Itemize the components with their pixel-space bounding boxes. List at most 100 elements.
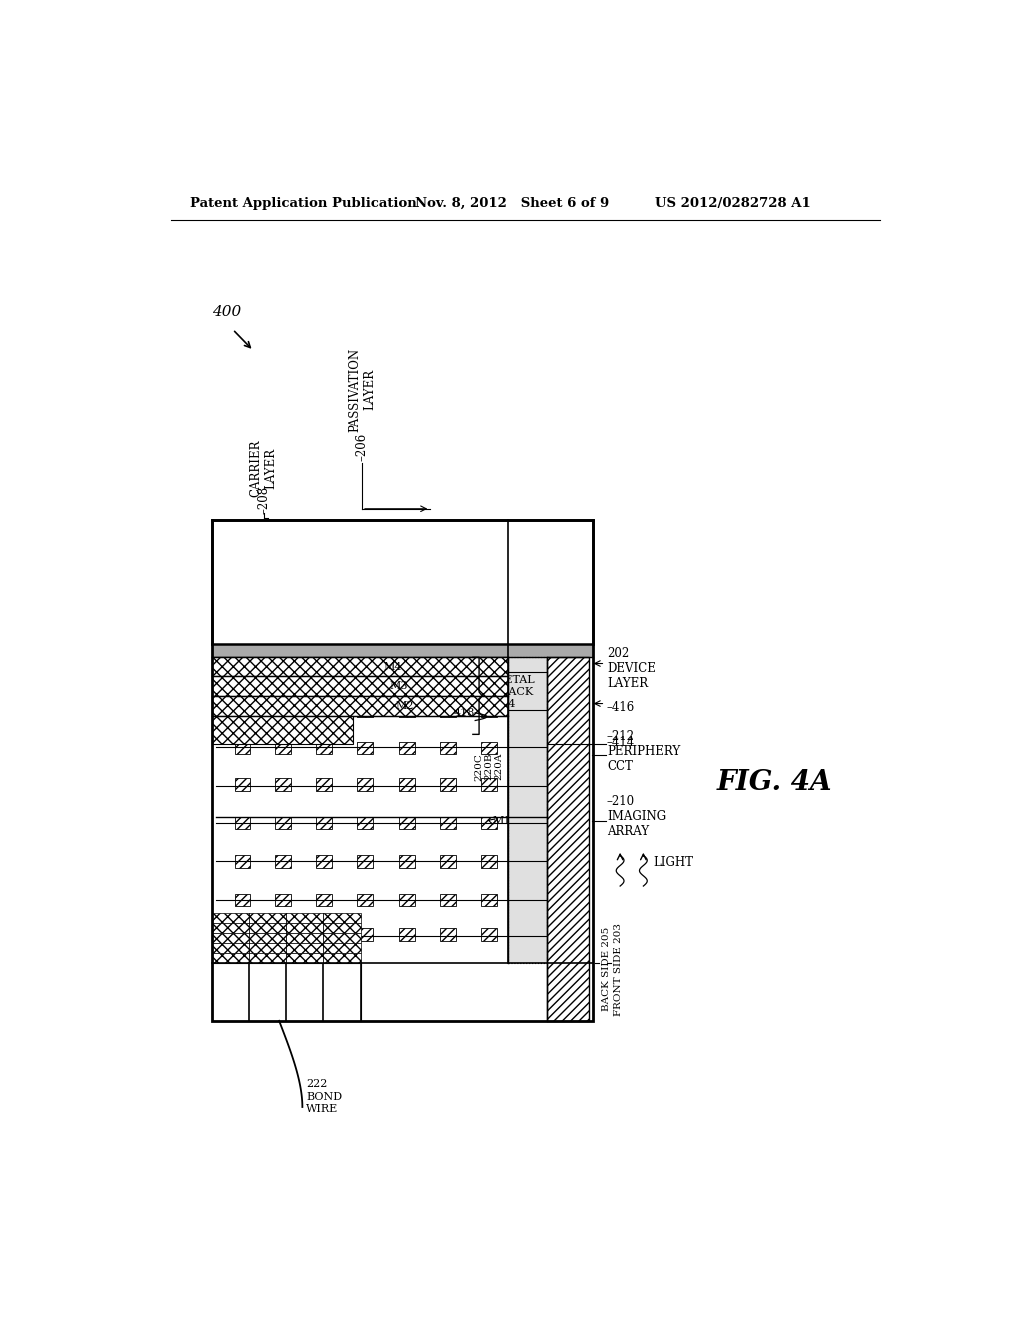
Text: M3: M3 (389, 681, 408, 690)
Bar (316, 894, 332, 906)
Bar (212, 942, 360, 953)
Text: 400: 400 (212, 305, 241, 319)
Bar (357, 742, 373, 755)
Bar (481, 855, 497, 867)
Bar (440, 742, 456, 755)
Bar (212, 923, 360, 933)
Text: 220A: 220A (495, 752, 504, 780)
Bar (275, 742, 291, 755)
Text: FRONT SIDE 203: FRONT SIDE 203 (614, 923, 623, 1015)
Bar (399, 928, 415, 941)
Text: LIGHT: LIGHT (653, 857, 693, 870)
Bar (357, 928, 373, 941)
Text: –212
PERIPHERY
CCT: –212 PERIPHERY CCT (607, 730, 680, 772)
Bar (234, 779, 251, 791)
Bar (316, 817, 332, 829)
Text: METAL
STACK
204: METAL STACK 204 (494, 676, 536, 709)
Bar (399, 667, 415, 678)
Bar (275, 705, 291, 718)
Bar (212, 715, 352, 743)
Bar (212, 964, 360, 1020)
Bar (399, 779, 415, 791)
Bar (481, 894, 497, 906)
Bar (316, 928, 332, 941)
Text: BOND: BOND (306, 1092, 342, 1102)
Text: –414: –414 (607, 735, 635, 748)
Text: M2: M2 (395, 701, 414, 711)
Bar (234, 705, 251, 718)
Text: FIG. 4A: FIG. 4A (717, 768, 833, 796)
Bar (481, 742, 497, 755)
Bar (234, 894, 251, 906)
Bar (399, 817, 415, 829)
Bar (275, 928, 291, 941)
Bar (440, 817, 456, 829)
Bar (275, 779, 291, 791)
Bar (357, 705, 373, 718)
Text: WIRE: WIRE (306, 1104, 339, 1114)
Bar (481, 817, 497, 829)
Text: PASSIVATION
LAYER: PASSIVATION LAYER (348, 347, 376, 432)
Text: Patent Application Publication: Patent Application Publication (190, 197, 417, 210)
Text: CARRIER
LAYER: CARRIER LAYER (250, 440, 278, 498)
Bar (399, 742, 415, 755)
Bar (212, 520, 593, 644)
Text: –208: –208 (257, 486, 270, 515)
Bar (399, 894, 415, 906)
Bar (440, 667, 456, 678)
Text: BACK SIDE 205: BACK SIDE 205 (602, 927, 611, 1011)
Bar (440, 928, 456, 941)
Bar (234, 928, 251, 941)
Bar (357, 667, 373, 678)
Bar (212, 657, 593, 964)
Bar (316, 779, 332, 791)
Bar (316, 667, 332, 678)
Bar (547, 657, 589, 1020)
Text: Nov. 8, 2012   Sheet 6 of 9: Nov. 8, 2012 Sheet 6 of 9 (415, 197, 609, 210)
Bar (481, 705, 497, 718)
Bar (212, 953, 360, 964)
Text: 220B: 220B (484, 752, 494, 780)
Bar (212, 657, 508, 676)
Bar (399, 855, 415, 867)
Bar (212, 913, 360, 923)
Text: 220C: 220C (474, 752, 483, 780)
Bar (440, 779, 456, 791)
Bar (234, 667, 251, 678)
Bar (275, 855, 291, 867)
Text: –416: –416 (607, 701, 635, 714)
Text: –210
IMAGING
ARRAY: –210 IMAGING ARRAY (607, 795, 666, 838)
Bar (212, 520, 593, 1020)
Bar (357, 817, 373, 829)
Bar (399, 705, 415, 718)
Bar (234, 817, 251, 829)
Bar (234, 855, 251, 867)
Bar (316, 855, 332, 867)
Bar (212, 644, 593, 657)
Bar (508, 657, 547, 964)
Bar (212, 696, 508, 715)
Text: M1: M1 (493, 816, 511, 826)
Text: –206: –206 (355, 433, 369, 461)
Bar (212, 933, 360, 942)
Bar (440, 705, 456, 718)
Bar (357, 855, 373, 867)
Bar (316, 705, 332, 718)
Bar (481, 667, 497, 678)
Bar (440, 855, 456, 867)
Bar (440, 894, 456, 906)
Text: 418: 418 (454, 708, 475, 718)
Bar (234, 742, 251, 755)
Bar (275, 894, 291, 906)
Text: 202
DEVICE
LAYER: 202 DEVICE LAYER (607, 647, 655, 690)
Text: M4: M4 (384, 661, 402, 672)
Bar (357, 894, 373, 906)
Bar (481, 779, 497, 791)
Bar (316, 742, 332, 755)
Bar (275, 817, 291, 829)
Bar (275, 667, 291, 678)
Bar (212, 676, 508, 696)
Text: 222: 222 (306, 1078, 328, 1089)
Text: US 2012/0282728 A1: US 2012/0282728 A1 (655, 197, 811, 210)
Bar (481, 928, 497, 941)
